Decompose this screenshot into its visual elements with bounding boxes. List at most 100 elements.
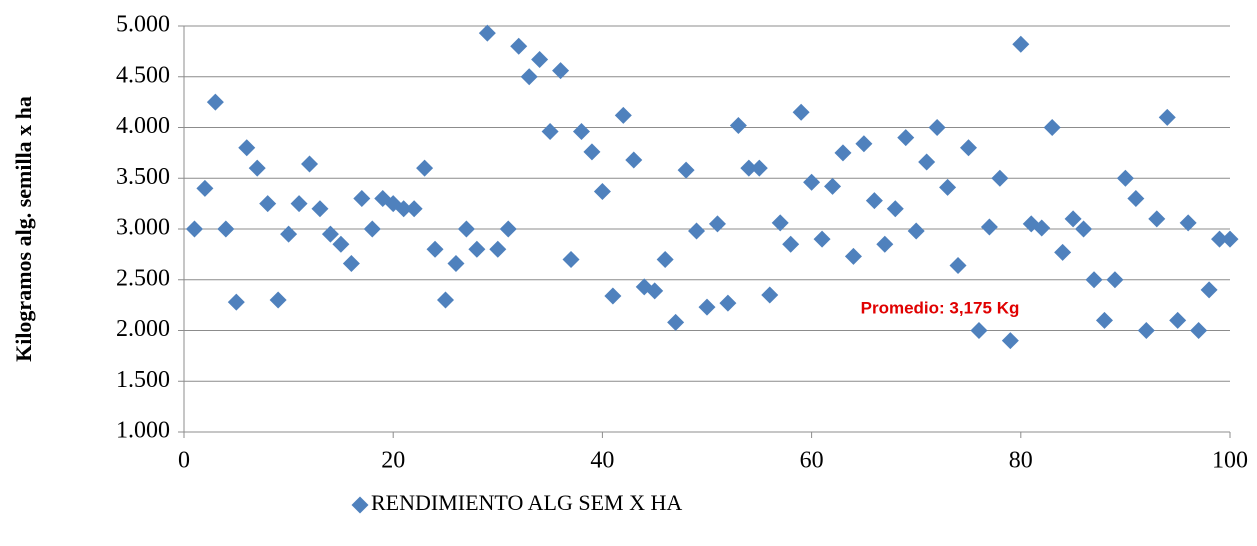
data-point — [552, 62, 570, 80]
data-point — [499, 220, 517, 238]
data-point — [1200, 281, 1218, 299]
data-point — [729, 116, 747, 134]
data-point — [803, 173, 821, 191]
data-point — [1064, 210, 1082, 228]
data-point — [196, 179, 214, 197]
data-point — [813, 230, 831, 248]
data-point — [248, 159, 266, 177]
data-point — [478, 24, 496, 42]
data-point — [321, 225, 339, 243]
data-point — [1075, 220, 1093, 238]
x-tick-label: 0 — [178, 448, 190, 474]
data-point — [970, 322, 988, 339]
data-point — [844, 247, 862, 265]
data-point — [457, 220, 475, 238]
data-point — [625, 151, 643, 169]
data-point — [468, 240, 486, 258]
data-point — [593, 182, 611, 200]
data-point — [1158, 108, 1176, 126]
data-point — [269, 291, 287, 309]
data-point — [614, 106, 632, 124]
data-point — [1137, 322, 1155, 339]
data-point — [698, 298, 716, 316]
data-point — [489, 240, 507, 258]
data-point — [677, 161, 695, 179]
data-point — [238, 139, 256, 157]
data-point — [949, 257, 967, 275]
data-point — [342, 255, 360, 273]
data-point — [855, 135, 873, 153]
data-point — [1116, 169, 1134, 187]
y-tick-label: 1.500 — [116, 367, 170, 393]
data-point — [939, 178, 957, 196]
y-tick-label: 5.000 — [116, 12, 170, 38]
data-point — [583, 143, 601, 161]
x-tick-label: 40 — [590, 448, 614, 474]
data-point — [1190, 322, 1208, 339]
y-tick-label: 3.000 — [116, 215, 170, 241]
data-point — [259, 195, 277, 213]
data-point — [437, 291, 454, 309]
data-point — [824, 177, 842, 195]
x-tick-label: 100 — [1212, 448, 1248, 474]
data-point — [750, 159, 768, 177]
data-point — [792, 103, 810, 121]
y-tick-label: 4.500 — [116, 62, 170, 88]
data-point — [646, 282, 664, 300]
data-point — [1033, 219, 1051, 237]
data-point — [426, 240, 444, 258]
data-point — [980, 218, 998, 236]
data-point — [918, 153, 936, 171]
data-point — [907, 222, 925, 240]
data-point — [1106, 271, 1124, 289]
y-tick-label: 3.500 — [116, 164, 170, 190]
data-point — [562, 250, 580, 268]
data-point — [1127, 190, 1145, 208]
data-point — [290, 195, 308, 213]
data-point — [416, 159, 434, 177]
y-tick-label: 2.500 — [116, 265, 170, 291]
data-point — [771, 214, 789, 232]
data-point — [185, 220, 203, 238]
data-point — [280, 225, 298, 243]
data-point — [991, 169, 1009, 187]
data-point — [761, 286, 779, 304]
data-point — [886, 200, 904, 218]
data-point — [928, 119, 946, 136]
legend-marker — [351, 496, 369, 514]
data-point — [656, 250, 674, 268]
legend-label: RENDIMIENTO ALG SEM X HA — [371, 490, 682, 515]
y-tick-label: 1.000 — [116, 418, 170, 444]
data-point — [740, 159, 758, 177]
data-point — [510, 37, 528, 55]
x-tick-label: 80 — [1009, 448, 1033, 474]
annotation: Promedio: 3,175 Kg — [861, 298, 1020, 317]
data-point — [1001, 332, 1019, 350]
data-point — [206, 93, 224, 111]
data-point — [782, 235, 800, 253]
data-point — [520, 68, 538, 86]
data-point — [667, 313, 685, 331]
data-point — [1179, 214, 1197, 232]
data-point — [332, 235, 350, 253]
data-point — [1054, 243, 1072, 261]
data-point — [541, 123, 559, 141]
data-point — [708, 215, 726, 233]
data-point — [353, 190, 371, 208]
data-point — [1148, 210, 1166, 228]
data-point — [865, 192, 883, 210]
data-point — [688, 222, 706, 240]
data-point — [572, 123, 590, 141]
data-point — [834, 144, 852, 162]
y-tick-label: 2.000 — [116, 316, 170, 342]
data-point — [897, 129, 915, 147]
data-point — [1043, 119, 1061, 136]
data-point — [1221, 230, 1239, 248]
data-point — [405, 200, 423, 218]
data-point — [227, 293, 245, 311]
data-point — [395, 200, 413, 218]
data-point — [217, 220, 235, 238]
y-tick-label: 4.000 — [116, 113, 170, 139]
x-tick-label: 20 — [381, 448, 405, 474]
